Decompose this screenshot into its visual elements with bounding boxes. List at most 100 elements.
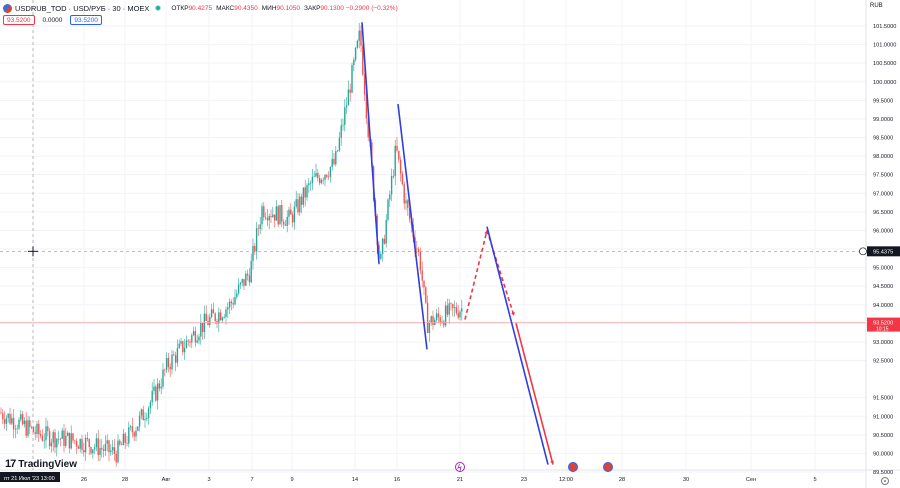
candle-body [86,437,89,440]
candle-body [270,216,272,218]
candle-body [304,187,306,198]
candle-body [461,308,463,312]
crosshair-price-label-bg [867,246,900,257]
candle-body [144,418,146,421]
candle-body [245,273,247,286]
candle-body [290,209,292,215]
candle-body [198,336,200,341]
candle-body [61,430,63,439]
candle-body [282,221,285,225]
candle-body [248,275,251,283]
crosshair-price-label: 95.4375 [873,249,893,255]
candle-body [133,432,135,437]
candle-body [286,216,288,226]
logo-text: TradingView [18,458,77,470]
symbol-title[interactable]: USDRUB_TOD · USD/РУБ · 30 · MOEX [15,3,150,13]
candle-body [210,309,213,318]
candle-body [180,341,182,344]
candle-body [408,207,411,219]
candle-body [383,238,386,244]
sell-button[interactable]: 93.5200 [3,15,35,25]
candle-body [106,440,108,444]
candle-body [59,438,62,440]
candle-body [345,105,348,108]
candle-body [142,409,144,421]
candle-body [128,427,130,444]
candle-body [3,419,6,424]
settings-gear-icon[interactable] [881,477,889,485]
candle-body [74,440,76,442]
candle-body [126,442,128,444]
candle-body [358,30,360,41]
candle-body [167,357,170,368]
candle-body [207,321,209,325]
currency-label[interactable]: RUB [870,3,883,9]
candle-body [407,200,409,208]
candle-body [173,354,175,356]
ohlc-open: ОТКР90.4275 [171,5,212,12]
ohlc-close: ЗАКР90.1300 −0.2900 (−0.32%) [304,5,398,12]
candle-body [171,354,173,370]
time-tick-label: 5 [813,477,816,483]
candle-body [225,309,227,317]
candle-body [27,420,29,436]
candle-body [356,40,359,48]
candle-body [182,341,184,353]
candle-body [212,309,215,314]
candle-body [299,196,301,213]
candle-body [277,206,279,225]
candle-body [453,307,456,309]
candle-body [21,414,24,425]
candle-body [381,238,384,254]
candle-body [20,414,22,420]
us-flag-event-icon[interactable] [603,462,613,472]
candle-body [448,303,450,315]
candle-body [378,244,380,259]
candle-body [450,303,452,305]
time-tick-label: 30 [683,477,689,483]
candle-body [232,303,234,305]
candle-body [428,322,431,333]
candle-body [275,206,278,221]
candle-body [333,158,335,165]
time-tick-label: Авг [162,477,171,483]
price-tick-label: 98.0000 [873,154,893,160]
candle-body [432,316,434,325]
buy-button[interactable]: 93.5200 [70,15,102,25]
candle-body [92,449,94,454]
candle-body [457,313,459,318]
candle-body [263,206,265,218]
candle-body [216,320,218,324]
tradingview-logo[interactable]: 17 TradingView [5,458,77,470]
candle-body [83,449,85,453]
price-tick-label: 100.5000 [873,61,896,67]
candle-body [124,433,126,443]
candle-body [34,432,36,434]
candle-body [281,205,283,222]
candle-body [169,367,171,370]
candle-body [389,194,391,200]
candle-body [254,245,256,252]
time-tick-label: Сен [746,477,756,483]
trade-badges: 93.5200 0.0000 93.5200 [3,15,102,25]
arrow-head [550,460,554,465]
candle-body [93,447,96,450]
candle-body [88,439,90,447]
candle-body [104,443,107,451]
trend-line-drawing [361,22,380,264]
candle-body [39,434,42,436]
us-flag-event-icon[interactable] [568,462,578,472]
candle-body [396,145,398,151]
candle-body [239,282,242,285]
candle-body [387,199,389,220]
candle-body [68,432,71,449]
candle-body [11,417,13,424]
candle-body [120,444,123,446]
candle-body [151,390,153,403]
crosshair-date-label-bg [0,472,60,482]
price-tick-label: 95.0000 [873,266,893,272]
candle-body [324,174,326,180]
time-tick-label: 23 [521,477,527,483]
